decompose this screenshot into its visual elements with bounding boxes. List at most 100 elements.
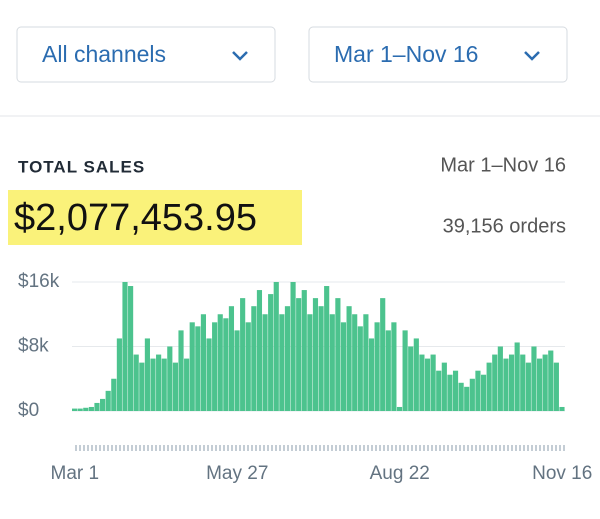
bar <box>408 346 414 411</box>
bar <box>475 370 481 411</box>
bar <box>542 354 548 411</box>
plot: $0 $8k $16k Mar 1 May 27 Aug 22 Nov 16 <box>18 271 592 484</box>
bar <box>312 298 319 411</box>
bar <box>436 370 442 411</box>
bar <box>368 338 375 411</box>
bar <box>503 358 509 411</box>
bar <box>184 358 190 411</box>
chevron <box>524 51 540 61</box>
bar <box>223 318 229 411</box>
bar <box>531 346 537 411</box>
y-tick-label: $16k <box>18 271 60 292</box>
bar <box>156 354 162 411</box>
bar <box>391 322 397 411</box>
bar <box>318 306 324 411</box>
bar <box>497 346 503 411</box>
bar <box>396 406 403 411</box>
bar <box>122 282 128 411</box>
bar <box>324 286 330 411</box>
bar <box>217 314 223 411</box>
bar <box>200 314 207 411</box>
bar <box>128 286 134 411</box>
bar <box>100 398 106 411</box>
bar <box>452 370 459 411</box>
bar <box>234 330 240 411</box>
bar <box>480 374 487 411</box>
bar <box>307 314 313 411</box>
bar <box>424 358 431 411</box>
bar <box>284 306 291 411</box>
bar <box>195 326 201 411</box>
bar <box>133 354 139 411</box>
bar <box>363 314 369 411</box>
bar <box>447 374 453 411</box>
bar <box>172 362 178 411</box>
bar <box>329 314 335 411</box>
bar <box>167 346 173 411</box>
bar <box>486 362 492 411</box>
date-dropdown[interactable] <box>308 26 568 83</box>
bar <box>536 358 543 411</box>
date-label: Mar 1–Nov 16 <box>334 41 478 67</box>
y-tick-label: $8k <box>18 336 49 357</box>
bar <box>105 390 111 411</box>
bar <box>189 322 195 411</box>
bar <box>520 354 526 411</box>
chevron <box>232 51 248 61</box>
bar <box>469 378 475 411</box>
bar <box>380 298 386 411</box>
highlight <box>8 190 302 245</box>
bar <box>111 378 117 411</box>
metric-range: Mar 1–Nov 16 <box>440 154 566 176</box>
bar <box>385 330 391 411</box>
bar <box>83 407 89 411</box>
bar <box>346 306 352 411</box>
bar <box>77 408 83 411</box>
bar <box>430 354 436 411</box>
bar <box>273 282 279 411</box>
total-sales: $2,077,453.95 <box>14 197 257 239</box>
bar <box>144 338 150 411</box>
bar <box>296 298 302 411</box>
bar <box>419 354 425 411</box>
bar <box>340 322 347 411</box>
x-tick-label: Mar 1 <box>51 463 100 484</box>
bar <box>279 314 285 411</box>
bar <box>262 314 268 411</box>
bar <box>441 362 447 411</box>
bar <box>548 350 554 411</box>
bar <box>464 386 470 411</box>
bar <box>72 408 78 411</box>
bar <box>402 330 408 411</box>
bar <box>374 322 380 411</box>
bar <box>206 338 212 411</box>
bar <box>228 306 235 411</box>
bar <box>240 298 246 411</box>
x-tick-label: May 27 <box>206 463 268 484</box>
bar <box>150 358 156 411</box>
channel-label: All channels <box>42 41 166 67</box>
bar <box>525 362 531 411</box>
y-tick-label: $0 <box>18 400 39 421</box>
metric-label: TOTAL SALES <box>18 157 145 176</box>
channel-dropdown[interactable] <box>16 26 276 83</box>
x-tick-label: Nov 16 <box>532 463 592 484</box>
bar <box>116 338 122 411</box>
bar <box>161 358 167 411</box>
bar <box>251 306 257 411</box>
bar <box>212 322 218 411</box>
bar <box>178 330 184 411</box>
bar <box>357 326 363 411</box>
bar <box>413 338 419 411</box>
bar <box>301 290 307 411</box>
bar <box>94 402 100 411</box>
bar <box>290 282 296 411</box>
bar <box>458 382 464 411</box>
bar <box>553 362 559 411</box>
bar <box>256 290 263 411</box>
bar <box>88 406 94 411</box>
bar <box>139 362 145 411</box>
bar <box>508 354 515 411</box>
